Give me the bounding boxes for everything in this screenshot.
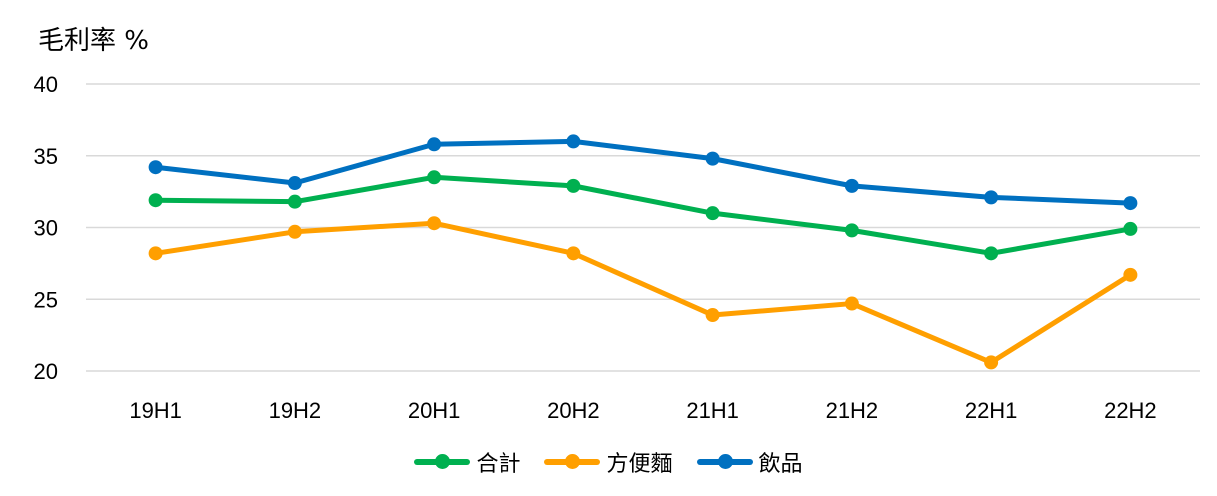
data-point xyxy=(287,194,302,209)
x-tick-label: 20H2 xyxy=(547,398,600,423)
data-point xyxy=(427,216,442,231)
legend-label-beverages: 飲品 xyxy=(758,452,803,477)
y-tick-label: 35 xyxy=(34,144,58,169)
data-point xyxy=(984,355,999,370)
y-axis-title: 毛利率 % xyxy=(38,26,149,56)
data-point xyxy=(705,151,720,166)
legend-swatch-beverages xyxy=(696,454,753,469)
x-tick-label: 22H2 xyxy=(1104,398,1157,423)
legend-swatch-noodles xyxy=(544,454,601,469)
data-point xyxy=(844,223,859,238)
legend-label-noodles: 方便麵 xyxy=(606,452,673,477)
data-point xyxy=(705,308,720,323)
series-layer xyxy=(148,134,1138,370)
data-point xyxy=(844,296,859,311)
x-tick-label: 19H2 xyxy=(269,398,322,423)
x-tick-label: 21H2 xyxy=(826,398,879,423)
legend-swatch-total xyxy=(414,454,471,469)
data-point xyxy=(287,176,302,191)
x-tick-label: 22H1 xyxy=(965,398,1018,423)
y-tick-label: 40 xyxy=(34,72,58,97)
data-point xyxy=(427,137,442,152)
x-axis-ticks: 19H1 19H2 20H1 20H2 21H1 21H2 22H1 22H2 xyxy=(129,398,1156,423)
series-line-2 xyxy=(153,138,1133,206)
x-tick-label: 21H1 xyxy=(686,398,739,423)
data-point xyxy=(148,160,163,175)
series-line-0 xyxy=(153,174,1133,256)
legend: 合計 方便麵 飲品 xyxy=(0,446,1217,478)
legend-item-beverages: 飲品 xyxy=(696,446,803,478)
y-axis-ticks: 20 25 30 35 40 xyxy=(34,72,58,384)
y-tick-label: 25 xyxy=(34,287,58,312)
legend-label-total: 合計 xyxy=(476,452,521,477)
series-line-1 xyxy=(153,220,1133,365)
x-tick-label: 20H1 xyxy=(408,398,461,423)
data-point xyxy=(705,206,720,221)
data-point xyxy=(566,178,581,193)
data-point xyxy=(1123,267,1138,282)
data-point xyxy=(844,178,859,193)
data-point xyxy=(427,170,442,185)
data-point xyxy=(1123,196,1138,211)
data-point xyxy=(148,246,163,261)
y-tick-label: 20 xyxy=(34,359,58,384)
data-point xyxy=(287,224,302,239)
legend-item-total: 合計 xyxy=(414,446,520,478)
y-tick-label: 30 xyxy=(34,216,58,241)
legend-item-noodles: 方便麵 xyxy=(544,446,673,478)
data-point xyxy=(566,246,581,261)
line-chart: 20 25 30 35 40 19H1 19H2 20H1 20H2 21H1 21H2 22H1 2… xyxy=(34,72,1200,423)
data-point xyxy=(1123,221,1138,236)
x-tick-label: 19H1 xyxy=(129,398,182,423)
data-point xyxy=(984,246,999,261)
data-point xyxy=(984,190,999,205)
gridlines xyxy=(86,83,1200,372)
data-point xyxy=(566,134,581,149)
data-point xyxy=(148,193,163,208)
